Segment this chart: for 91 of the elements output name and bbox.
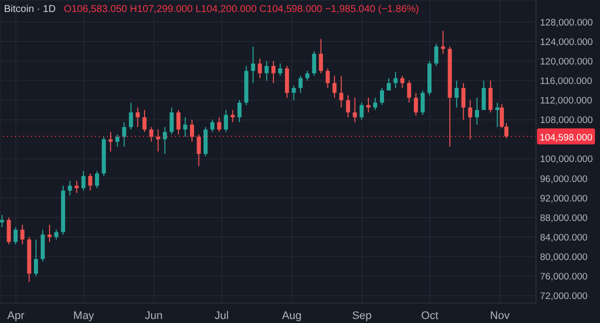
candlestick [251, 46, 256, 84]
candlestick [312, 50, 316, 76]
candlestick [420, 90, 425, 116]
x-tick-label: Sep [352, 310, 372, 322]
x-tick-label: May [73, 310, 95, 322]
candlestick [81, 170, 86, 192]
candlestick [434, 43, 438, 66]
y-tick-label: 116,000.000 [540, 76, 592, 88]
candlestick [190, 119, 194, 142]
x-tick-label: Aug [282, 310, 302, 322]
candlestick [454, 80, 459, 108]
candlestick [196, 134, 201, 167]
candlestick [482, 80, 486, 110]
candlestick [414, 92, 418, 116]
y-tick-label: 76,000.000 [540, 271, 588, 282]
y-tick-label: 88,000.000 [540, 212, 588, 224]
candlestick [394, 71, 398, 88]
candlestick [468, 100, 472, 140]
candlestick [332, 75, 337, 98]
candlestick [305, 70, 310, 82]
candlestick [94, 170, 100, 189]
y-tick-label: 128,000.000 [540, 17, 593, 28]
candlestick [170, 107, 174, 135]
candlestick [176, 109, 180, 135]
candlestick [149, 126, 154, 142]
candlestick [318, 38, 323, 74]
candlestick [441, 30, 446, 54]
candlestick [326, 68, 330, 88]
candlestick [183, 116, 188, 138]
candlestick [504, 122, 508, 139]
candlestick [68, 180, 72, 196]
candlestick [128, 102, 133, 130]
candlestick [264, 60, 269, 82]
candlestick [380, 87, 384, 106]
y-tick-label: 124,000.000 [540, 36, 593, 48]
candlestick [407, 80, 412, 104]
candlestick [156, 129, 160, 152]
candlestick [352, 97, 357, 123]
candlestick [54, 229, 58, 240]
candlestick [400, 75, 404, 88]
candlestick [122, 122, 126, 148]
candlestick [34, 238, 38, 277]
candlestick [500, 104, 504, 129]
candlestick [373, 97, 378, 110]
chart-title: Bitcoin · 1D [4, 4, 56, 15]
candlestick [292, 85, 296, 101]
candlestick [210, 119, 214, 132]
candlestick [88, 172, 92, 192]
candlestick [346, 94, 350, 118]
x-tick-label: Oct [421, 310, 438, 322]
x-tick-label: Apr [7, 310, 25, 322]
chart-subtitle: O106,583.050 H107,299.000 L104,200.000 C104,598.000 −1,985.040 (−1.86%) [64, 4, 419, 15]
candlestick [6, 216, 11, 245]
y-tick-label: 112,000.000 [540, 96, 592, 107]
candlestick [74, 180, 79, 194]
x-tick-label: Jul [214, 310, 229, 322]
candlestick [339, 75, 344, 108]
candlestick [162, 126, 167, 154]
ref-line-label: 104,598.000 [540, 132, 592, 144]
x-tick-label: Jun [144, 310, 163, 322]
candlestick [488, 80, 493, 113]
x-tick-label: Nov [490, 310, 510, 322]
y-tick-label: 96,000.000 [540, 174, 588, 185]
y-tick-label: 80,000.000 [540, 252, 588, 263]
candlestick [217, 116, 222, 132]
candlestick [142, 109, 147, 132]
candlestick [224, 109, 228, 132]
candlestick [230, 109, 235, 123]
candlestick [14, 226, 18, 245]
candlestick [136, 107, 140, 128]
candlestick [366, 97, 370, 113]
y-tick-label: 108,000.000 [540, 115, 593, 126]
candlestick [461, 82, 466, 120]
y-tick-label: 100,000.000 [540, 154, 593, 166]
candlestick [495, 102, 500, 128]
candlestick [278, 63, 282, 76]
y-tick-label: 72,000.000 [540, 291, 588, 302]
candlestick [237, 100, 242, 123]
candlestick [258, 58, 262, 79]
candlestick [20, 224, 24, 245]
candlestick [271, 60, 276, 84]
y-tick-label: 120,000.000 [540, 56, 593, 68]
candlestick [386, 78, 391, 91]
candlestick [298, 75, 303, 94]
candlestick [360, 102, 364, 120]
y-tick-label: 92,000.000 [540, 193, 588, 204]
candlestick [0, 214, 4, 228]
candlestick [115, 134, 120, 148]
y-tick-label: 84,000.000 [540, 232, 588, 244]
candlestick [47, 224, 52, 242]
candlestick [474, 97, 480, 126]
